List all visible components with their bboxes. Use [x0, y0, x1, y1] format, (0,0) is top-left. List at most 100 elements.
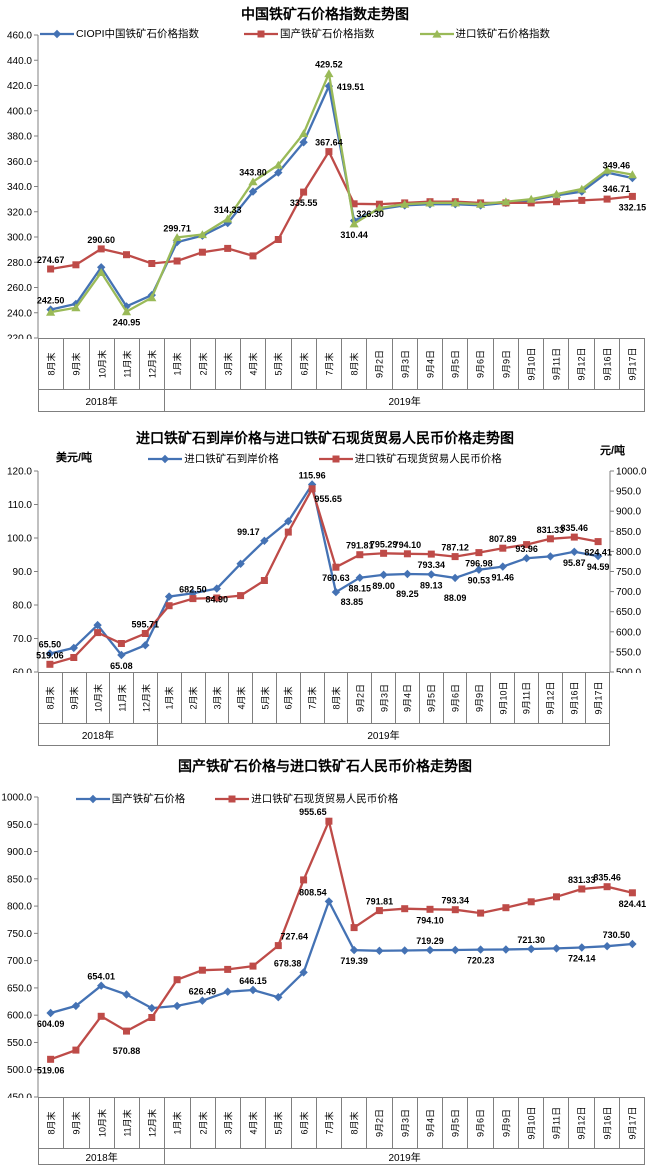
x-category: 6月末 — [292, 339, 317, 389]
legend-label: 进口铁矿石现货贸易人民币价格 — [354, 453, 502, 465]
year-group-label: 2018年 — [39, 1149, 166, 1164]
x-category: 9月6日 — [468, 1098, 494, 1148]
svg-text:332.15: 332.15 — [619, 202, 647, 212]
legend-marker-diamond — [75, 794, 110, 803]
x-axis: 8月末 9月末 10月末 11月末 12月末 1月末 2月末 3月末 4月末 5月末 6月末 7月末 8… — [38, 338, 645, 390]
x-category: 8月末 — [342, 339, 368, 389]
x-category: 10月末 — [90, 339, 115, 389]
x-category: 9月4日 — [418, 339, 443, 389]
x-category: 3月末 — [206, 673, 230, 723]
x-category: 9月3日 — [393, 339, 418, 389]
svg-text:796.98: 796.98 — [465, 559, 493, 569]
legend-item: 进口铁矿石现货贸易人民币价格 — [215, 791, 398, 806]
svg-text:60.0: 60.0 — [13, 668, 33, 674]
legend-marker-square — [318, 455, 353, 462]
svg-text:807.89: 807.89 — [489, 534, 517, 544]
svg-text:727.64: 727.64 — [281, 932, 309, 942]
svg-text:335.55: 335.55 — [290, 198, 318, 208]
x-category: 9月末 — [64, 339, 90, 389]
svg-text:500.0: 500.0 — [7, 1065, 32, 1076]
svg-text:299.71: 299.71 — [163, 223, 191, 233]
chart-import-cif-vs-rmb: 进口铁矿石到岸价格与进口铁矿石现货贸易人民币价格走势图 美元/吨 元/吨 进口铁… — [0, 425, 650, 755]
svg-text:721.30: 721.30 — [517, 935, 545, 945]
svg-text:791.81: 791.81 — [346, 541, 374, 551]
svg-text:650.0: 650.0 — [616, 607, 641, 618]
x-category: 3月末 — [216, 1098, 241, 1148]
svg-text:420.0: 420.0 — [7, 81, 32, 92]
chart-title: 中国铁矿石价格指数走势图 — [241, 6, 409, 22]
svg-text:850.0: 850.0 — [616, 527, 641, 538]
x-category: 4月末 — [241, 339, 267, 389]
svg-text:89.25: 89.25 — [396, 589, 419, 599]
x-category: 2月末 — [191, 339, 216, 389]
svg-text:831.33: 831.33 — [568, 875, 596, 885]
x-category: 9月4日 — [418, 1098, 443, 1148]
x-category: 9月2日 — [367, 1098, 393, 1148]
x-category: 9月17日 — [620, 339, 645, 389]
svg-text:65.50: 65.50 — [39, 640, 62, 650]
x-category: 9月4日 — [396, 673, 420, 723]
svg-text:380.0: 380.0 — [7, 132, 32, 143]
svg-text:310.44: 310.44 — [340, 230, 368, 240]
x-axis: 8月末 9月末 10月末 11月末 12月末 1月末 2月末 3月末 4月末 5月末 6月末 7月末 8… — [38, 1097, 645, 1149]
legend-marker-square — [244, 30, 279, 37]
svg-text:95.87: 95.87 — [563, 558, 586, 568]
svg-text:65.08: 65.08 — [110, 661, 133, 671]
legend-marker-triangle — [419, 29, 454, 38]
svg-text:115.96: 115.96 — [299, 471, 326, 481]
year-axis: 2018年 2019年 — [38, 390, 645, 412]
svg-text:70.0: 70.0 — [13, 634, 33, 645]
plot-area: 1000.0 950.0 900.0 850.0 800.0 750.0 700.0 650.… — [1, 793, 646, 1099]
svg-text:300.0: 300.0 — [7, 233, 32, 244]
x-category: 11月末 — [110, 673, 135, 723]
svg-text:280.0: 280.0 — [7, 258, 32, 269]
svg-text:600.0: 600.0 — [7, 1011, 32, 1022]
svg-text:320.0: 320.0 — [7, 207, 32, 218]
svg-text:110.0: 110.0 — [8, 500, 33, 511]
svg-text:84.90: 84.90 — [206, 595, 229, 605]
svg-text:750.0: 750.0 — [7, 929, 32, 940]
x-category: 2月末 — [182, 673, 206, 723]
svg-text:360.0: 360.0 — [7, 157, 32, 168]
x-category: 10月末 — [87, 673, 111, 723]
x-category: 9月12日 — [539, 673, 563, 723]
x-category: 9月10日 — [491, 673, 515, 723]
x-category: 4月末 — [241, 1098, 267, 1148]
x-category: 10月末 — [90, 1098, 115, 1148]
svg-text:290.60: 290.60 — [87, 235, 115, 245]
svg-text:760.63: 760.63 — [322, 573, 350, 583]
x-category: 9月11日 — [544, 1098, 570, 1148]
legend-label: 国产铁矿石价格 — [111, 793, 186, 805]
svg-text:595.71: 595.71 — [132, 620, 160, 630]
x-category: 9月12日 — [569, 1098, 595, 1148]
legend-label: 进口铁矿石到岸价格 — [184, 453, 279, 465]
svg-text:719.29: 719.29 — [416, 936, 444, 946]
x-category: 9月16日 — [563, 673, 587, 723]
x-category: 8月末 — [325, 673, 349, 723]
svg-text:343.80: 343.80 — [239, 168, 267, 178]
x-category: 8月末 — [39, 673, 63, 723]
x-category: 2月末 — [191, 1098, 216, 1148]
svg-text:650.0: 650.0 — [7, 983, 32, 994]
year-group-label: 2018年 — [39, 390, 166, 411]
svg-text:240.95: 240.95 — [113, 318, 141, 328]
x-category: 4月末 — [229, 673, 254, 723]
x-category: 9月10日 — [519, 1098, 544, 1148]
svg-text:950.0: 950.0 — [616, 487, 641, 498]
svg-text:274.67: 274.67 — [37, 255, 65, 265]
svg-text:440.0: 440.0 — [7, 56, 32, 67]
svg-text:604.09: 604.09 — [37, 1019, 65, 1029]
svg-text:429.52: 429.52 — [315, 60, 343, 70]
svg-text:90.53: 90.53 — [468, 576, 491, 586]
svg-text:824.41: 824.41 — [584, 548, 612, 558]
svg-text:120.0: 120.0 — [7, 467, 32, 478]
axis-unit-right: 元/吨 — [600, 445, 626, 457]
svg-text:900.0: 900.0 — [7, 847, 32, 858]
legend: 进口铁矿石到岸价格 进口铁矿石现货贸易人民币价格 — [0, 451, 650, 466]
legend-label: 进口铁矿石价格指数 — [455, 28, 551, 40]
year-axis: 2018年 2019年 — [38, 724, 610, 746]
svg-text:500.0: 500.0 — [616, 668, 641, 674]
svg-text:100.0: 100.0 — [7, 534, 32, 545]
legend-label: CIOPI中国铁矿石价格指数 — [75, 28, 200, 40]
